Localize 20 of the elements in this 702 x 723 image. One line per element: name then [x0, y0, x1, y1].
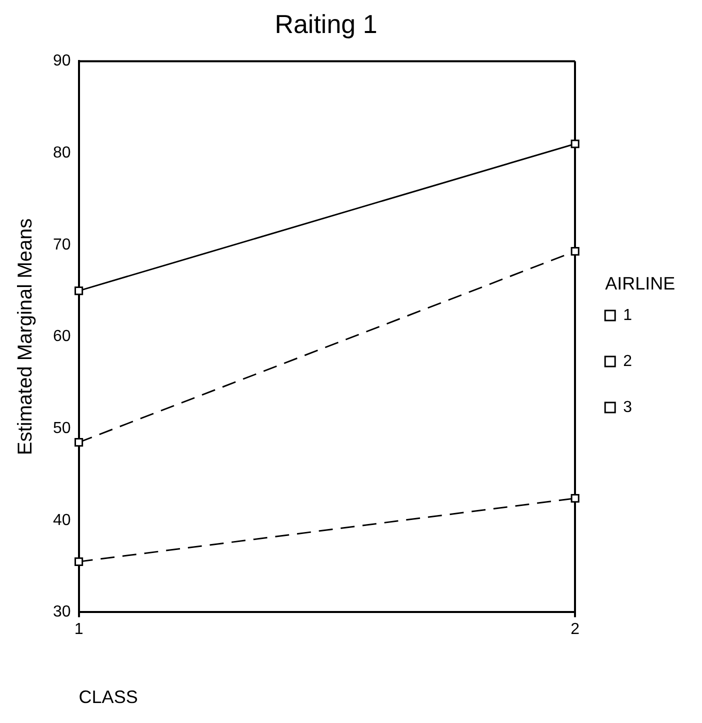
legend-label: 3 [623, 398, 632, 416]
y-tick-label: 90 [53, 52, 71, 70]
y-axis-title: Estimated Marginal Means [14, 218, 37, 456]
x-axis-title: CLASS [78, 687, 138, 708]
chart-title: Raiting 1 [274, 8, 378, 39]
y-tick-label: 80 [53, 144, 71, 162]
point [570, 247, 580, 256]
y-tick-label: 30 [53, 604, 71, 621]
point [570, 494, 580, 503]
point [74, 286, 84, 296]
point [74, 438, 84, 447]
legend-title: AIRLINE [605, 273, 676, 294]
legend-label: 2 [623, 352, 632, 370]
point [74, 557, 84, 566]
point [570, 140, 580, 148]
legend-label: 1 [623, 306, 632, 324]
y-tick-label: 70 [53, 236, 71, 254]
y-tick-label: 60 [53, 328, 71, 346]
y-tick-label: 40 [53, 512, 71, 529]
y-tick-label: 50 [53, 420, 71, 437]
